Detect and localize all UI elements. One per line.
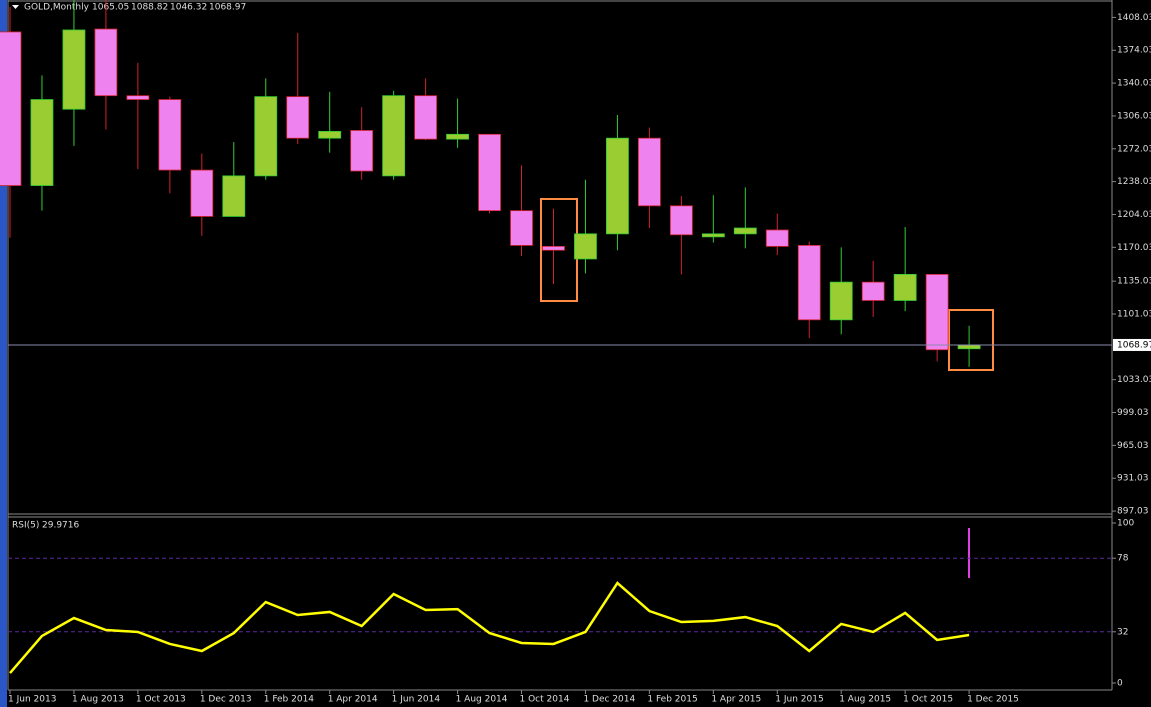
indicator-value: 29.9716 xyxy=(42,521,79,531)
x-tick-label: 1 Aug 2014 xyxy=(456,695,508,705)
x-tick-label: 1 Jun 2014 xyxy=(392,695,441,705)
candle-body xyxy=(925,274,949,351)
x-tick-label: 1 Jun 2013 xyxy=(8,695,56,705)
candle-body xyxy=(701,233,725,238)
x-tick-label: 1 Jun 2015 xyxy=(775,695,823,705)
candle-body xyxy=(382,95,406,177)
y-tick-label: 1408.03 xyxy=(1117,13,1151,23)
candle-body xyxy=(797,245,821,321)
y-tick-label: 1272.03 xyxy=(1117,144,1151,154)
x-tick-label: 1 Feb 2014 xyxy=(264,695,315,705)
x-tick-label: 1 Apr 2014 xyxy=(328,695,378,705)
candle-body xyxy=(638,137,661,207)
candle-body xyxy=(542,245,565,251)
candle-body xyxy=(62,29,86,110)
candle-body xyxy=(126,95,150,100)
header-high: 1088.82 xyxy=(131,3,168,13)
candle-body xyxy=(606,137,629,235)
candle-body xyxy=(574,233,597,260)
candle-body xyxy=(0,31,22,186)
candle-body xyxy=(829,281,853,321)
y-tick-label: 897.03 xyxy=(1117,507,1149,517)
candle-body xyxy=(318,131,342,139)
candle-body xyxy=(414,95,438,140)
candle-body xyxy=(957,344,981,350)
y-tick-label: 1238.03 xyxy=(1117,177,1151,187)
y-tick-label: 1101.03 xyxy=(1117,309,1151,319)
y-tick-label: 965.03 xyxy=(1117,441,1149,451)
header-open: 1065.05 xyxy=(92,3,129,13)
candle-body xyxy=(222,175,246,217)
x-tick-label: 1 Feb 2015 xyxy=(647,695,697,705)
candle-body xyxy=(478,133,501,212)
candle-body xyxy=(893,274,917,301)
rsi-line xyxy=(9,581,970,674)
x-tick-label: 1 Dec 2014 xyxy=(583,695,635,705)
candle-body xyxy=(158,99,182,171)
candle-body xyxy=(861,281,885,301)
candle-body xyxy=(94,28,118,97)
y-tick-label: 78 xyxy=(1117,554,1129,564)
y-tick-label: 1204.03 xyxy=(1117,210,1151,220)
x-tick-label: 1 Oct 2014 xyxy=(520,695,570,705)
candle-body xyxy=(350,130,374,172)
candle-body xyxy=(765,229,789,247)
chart-title: GOLD,Monthly xyxy=(24,3,90,13)
current-price-box xyxy=(1113,338,1151,351)
header-close: 1068.97 xyxy=(209,3,246,13)
window-border xyxy=(0,0,7,707)
y-tick-label: 100 xyxy=(1117,519,1134,529)
x-tick-label: 1 Dec 2015 xyxy=(967,695,1019,705)
current-price-label: 1068.97 xyxy=(1117,340,1151,350)
x-tick-label: 1 Apr 2015 xyxy=(711,695,761,705)
y-tick-label: 931.03 xyxy=(1117,474,1149,484)
candle-body xyxy=(669,205,693,236)
x-tick-label: 1 Dec 2013 xyxy=(200,695,252,705)
x-tick-label: 1 Aug 2015 xyxy=(839,695,891,705)
y-tick-label: 999.03 xyxy=(1117,408,1149,418)
x-tick-label: 1 Oct 2015 xyxy=(903,695,953,705)
candle-body xyxy=(190,169,214,217)
candle-body xyxy=(286,96,310,139)
y-tick-label: 1340.03 xyxy=(1117,79,1151,89)
candle-body xyxy=(510,210,533,246)
y-tick-label: 1306.03 xyxy=(1117,111,1151,121)
candle-body xyxy=(254,96,278,177)
x-tick-label: 1 Aug 2013 xyxy=(72,695,124,705)
y-tick-label: 1135.03 xyxy=(1117,277,1151,287)
indicator-title: RSI(5) xyxy=(12,521,39,531)
y-tick-label: 1170.03 xyxy=(1117,243,1151,253)
candle-body xyxy=(733,227,757,235)
menu-arrow[interactable] xyxy=(12,5,19,9)
y-tick-label: 32 xyxy=(1117,627,1128,637)
y-tick-label: 1374.03 xyxy=(1117,46,1151,56)
y-tick-label: 1033.03 xyxy=(1117,375,1151,385)
candle-body xyxy=(30,99,54,186)
candle-body xyxy=(446,133,469,140)
x-tick-label: 1 Oct 2013 xyxy=(136,695,186,705)
highlight-box xyxy=(948,309,994,371)
header-low: 1046.32 xyxy=(170,3,207,13)
y-tick-label: 0 xyxy=(1117,679,1123,689)
